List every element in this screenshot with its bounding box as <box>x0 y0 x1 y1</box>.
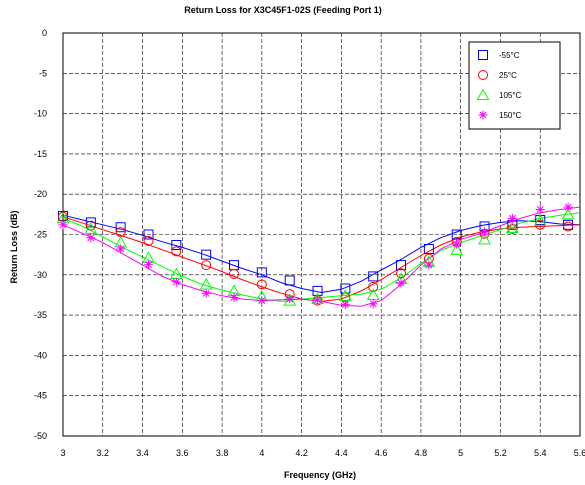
y-tick-label: -15 <box>34 149 47 159</box>
x-tick-label: 4.2 <box>295 448 308 458</box>
legend-label: 25°C <box>499 71 517 80</box>
marker-asterisk <box>340 300 350 310</box>
marker-circle <box>368 281 379 292</box>
marker-circle <box>85 220 96 231</box>
marker-asterisk <box>480 227 490 237</box>
marker-circle <box>563 221 574 232</box>
y-tick-label: -45 <box>34 391 47 401</box>
legend-label: -55°C <box>499 51 520 60</box>
plot-frame <box>62 32 581 437</box>
marker-square <box>256 267 267 278</box>
x-tick-label: 3.6 <box>176 448 189 458</box>
marker-square <box>85 217 96 228</box>
marker-circle <box>143 235 154 246</box>
legend-label: 105°C <box>499 91 522 100</box>
legend: -55°C 25°C 105°C 150°C <box>468 41 561 130</box>
y-tick-label: -50 <box>34 431 47 441</box>
marker-square <box>143 229 154 240</box>
series-markers <box>56 202 575 310</box>
marker-square <box>396 260 407 271</box>
marker-triangle <box>561 207 575 220</box>
marker-circle <box>201 260 212 271</box>
marker-asterisk <box>285 294 295 304</box>
marker-asterisk <box>563 202 573 212</box>
marker-triangle <box>506 221 519 234</box>
x-tick-label: 3.2 <box>97 448 110 458</box>
marker-asterisk <box>535 205 545 215</box>
marker-triangle <box>533 214 547 226</box>
marker-asterisk <box>452 239 462 249</box>
marker-square <box>171 239 182 250</box>
y-tick-label: -10 <box>34 109 47 119</box>
marker-asterisk <box>144 259 154 269</box>
series-lines <box>62 206 581 307</box>
legend-item: -55°C <box>478 50 520 60</box>
series-line <box>62 214 581 294</box>
marker-triangle <box>476 88 490 100</box>
marker-asterisk <box>58 220 68 230</box>
marker-asterisk <box>229 292 239 302</box>
x-tick-label: 5.2 <box>494 448 507 458</box>
marker-circle <box>396 268 407 279</box>
x-tick-label: 4 <box>259 448 264 458</box>
x-tick-label: 5.6 <box>574 448 585 458</box>
marker-asterisk <box>424 260 434 270</box>
y-tick-label: -40 <box>34 350 47 360</box>
y-axis-label: Return Loss (dB) <box>9 210 19 283</box>
marker-asterisk <box>257 296 267 306</box>
marker-asterisk <box>368 299 378 309</box>
marker-square <box>451 229 462 240</box>
marker-square <box>423 244 434 255</box>
y-tick-label: -5 <box>39 68 47 78</box>
grid <box>63 33 580 436</box>
marker-asterisk <box>116 244 126 254</box>
marker-asterisk <box>507 213 517 223</box>
marker-triangle <box>450 243 464 255</box>
legend-item: 150°C <box>478 110 522 120</box>
marker-triangle <box>199 277 213 290</box>
marker-asterisk <box>201 288 211 298</box>
x-tick-label: 5.4 <box>534 448 547 458</box>
x-tick-label: 4.8 <box>415 448 428 458</box>
y-tick-label: -25 <box>34 230 47 240</box>
x-axis-label: Frequency (GHz) <box>284 470 356 480</box>
y-tick-label: 0 <box>42 28 47 38</box>
y-tick-label: -20 <box>34 189 47 199</box>
series-line <box>62 212 581 302</box>
marker-asterisk <box>313 295 323 305</box>
marker-square <box>478 50 488 60</box>
marker-circle <box>229 268 240 279</box>
legend-label: 150°C <box>499 111 522 120</box>
tick-labels: 3 3.2 3.4 3.6 3.8 4 4.2 4.4 4.6 4.8 5 5.2 5.4 5.6 0 -5 -… <box>34 28 585 458</box>
x-tick-label: 5 <box>458 448 463 458</box>
marker-asterisk <box>396 278 406 288</box>
x-tick-label: 3.4 <box>136 448 149 458</box>
marker-circle <box>507 223 518 234</box>
y-tick-label: -35 <box>34 310 47 320</box>
x-tick-label: 4.6 <box>375 448 388 458</box>
chart-title: Return Loss for X3C45F1-02S (Feeding Por… <box>184 5 382 15</box>
x-tick-label: 3 <box>60 448 65 458</box>
marker-circle <box>171 246 182 257</box>
marker-square <box>368 271 379 282</box>
legend-item: 25°C <box>478 70 517 80</box>
marker-asterisk <box>171 277 181 287</box>
marker-asterisk <box>86 233 96 243</box>
x-tick-label: 4.4 <box>335 448 348 458</box>
marker-triangle <box>478 232 491 245</box>
marker-circle <box>478 70 488 80</box>
marker-circle <box>256 279 267 290</box>
x-tick-label: 3.8 <box>216 448 229 458</box>
marker-square <box>284 275 295 286</box>
marker-triangle <box>283 294 297 306</box>
marker-square <box>201 249 212 260</box>
marker-asterisk <box>478 110 488 120</box>
y-tick-label: -30 <box>34 270 47 280</box>
legend-item: 105°C <box>476 88 522 100</box>
marker-square <box>115 222 126 233</box>
